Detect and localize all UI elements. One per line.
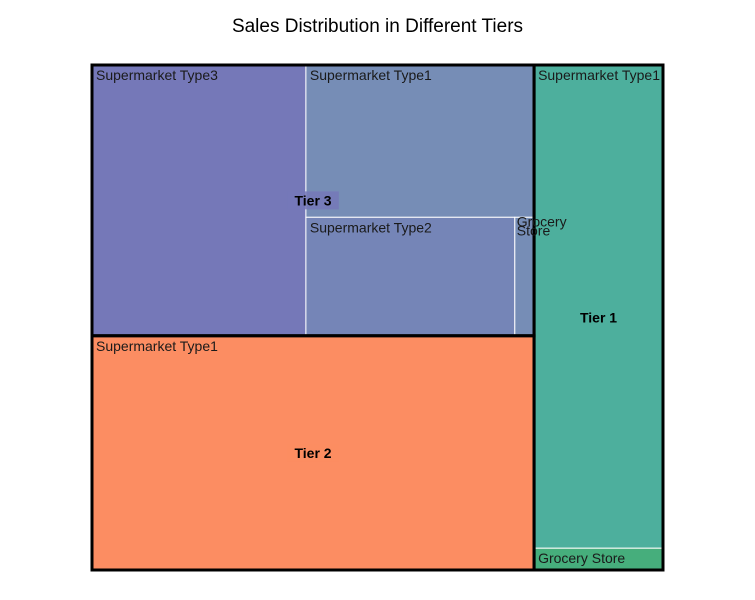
treemap-tile-tier-3-supermarket-type1[interactable] xyxy=(305,64,535,218)
treemap-leaf-label: Supermarket Type2 xyxy=(310,219,432,235)
treemap-tier-tier-1[interactable] xyxy=(532,63,665,572)
treemap-tier-label: Tier 1 xyxy=(580,310,617,326)
tier-label-backdrop xyxy=(572,308,625,327)
treemap-tile-tier-3-supermarket-type3[interactable] xyxy=(91,64,307,337)
tier-label-backdrop xyxy=(287,191,339,210)
tier-label-backdrop xyxy=(287,443,339,462)
treemap-leaf-label: Supermarket Type1 xyxy=(538,67,660,83)
chart-title: Sales Distribution in Different Tiers xyxy=(231,16,524,37)
treemap-leaf-label: Grocery Store xyxy=(517,213,567,238)
treemap-tier-label: Tier 3 xyxy=(294,192,331,208)
treemap-tier-label: Tier 2 xyxy=(294,445,331,461)
treemap-leaf-label: Supermarket Type3 xyxy=(96,67,218,83)
treemap-leaf-label: Grocery Store xyxy=(538,550,625,566)
treemap-leaf-label: Supermarket Type1 xyxy=(96,338,218,354)
treemap-tile-tier-1-supermarket-type1[interactable] xyxy=(533,64,664,549)
treemap-leaf-label: Supermarket Type1 xyxy=(310,67,432,83)
